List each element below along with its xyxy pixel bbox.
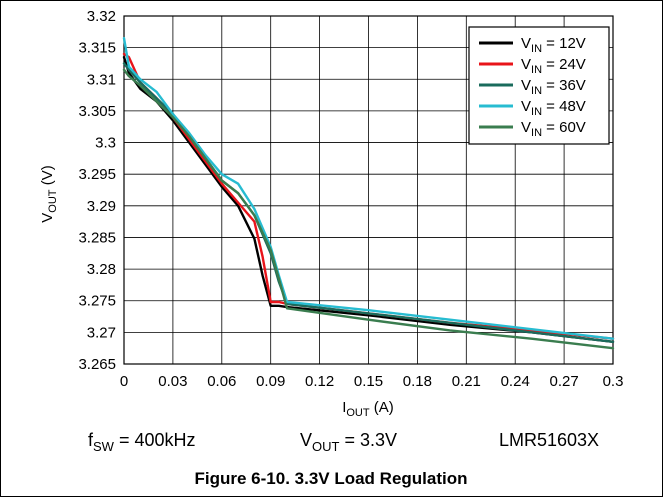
x-tick-label: 0.24 bbox=[501, 373, 530, 390]
y-tick-label: 3.275 bbox=[78, 293, 116, 310]
y-tick-label: 3.32 bbox=[87, 8, 116, 25]
legend-entry: VIN = 36V bbox=[521, 77, 586, 97]
x-tick-label: 0.21 bbox=[452, 373, 481, 390]
device-name: LMR51603X bbox=[499, 430, 599, 450]
series-layer bbox=[122, 36, 615, 350]
y-tick-label: 3.285 bbox=[78, 229, 116, 246]
x-axis-label: IOUT (A) bbox=[342, 399, 394, 419]
y-tick-label: 3.3 bbox=[95, 135, 116, 152]
x-tick-label: 0.3 bbox=[603, 373, 624, 390]
legend-entry: VIN = 48V bbox=[521, 98, 586, 118]
x-tick-label: 0.06 bbox=[207, 373, 236, 390]
condition-vout: VOUT = 3.3V bbox=[300, 430, 397, 454]
y-tick-label: 3.29 bbox=[87, 198, 116, 215]
y-tick-label: 3.28 bbox=[87, 261, 116, 278]
x-tick-label: 0.15 bbox=[354, 373, 383, 390]
legend-entry: VIN = 12V bbox=[521, 35, 586, 55]
x-tick-label: 0.03 bbox=[158, 373, 187, 390]
condition-fsw: fSW = 400kHz bbox=[88, 430, 196, 454]
x-tick-label: 0.18 bbox=[403, 373, 432, 390]
y-tick-label: 3.295 bbox=[78, 166, 116, 183]
x-tick-label: 0.12 bbox=[305, 373, 334, 390]
series-line-4 bbox=[122, 36, 615, 340]
y-tick-labels: 3.32 3.315 3.31 3.305 3.3 3.295 3.29 3.285 3.28 3… bbox=[78, 8, 116, 373]
figure-caption: Figure 6-10. 3.3V Load Regulation bbox=[195, 469, 468, 488]
legend-entry: VIN = 24V bbox=[521, 56, 586, 76]
plot-area-border bbox=[123, 15, 614, 365]
y-tick-label: 3.27 bbox=[87, 324, 116, 341]
legend-entry: VIN = 60V bbox=[521, 119, 586, 139]
y-tick-label: 3.305 bbox=[78, 103, 116, 120]
x-tick-label: 0 bbox=[120, 373, 128, 390]
y-tick-label: 3.315 bbox=[78, 40, 116, 57]
x-tick-labels: 0 0.03 0.06 0.09 0.12 0.15 0.18 0.21 0.24 0.27 0.3 bbox=[120, 373, 624, 390]
y-tick-label: 3.265 bbox=[78, 356, 116, 373]
x-tick-label: 0.09 bbox=[256, 373, 285, 390]
y-tick-label: 3.31 bbox=[87, 71, 116, 88]
x-tick-label: 0.27 bbox=[549, 373, 578, 390]
y-axis-label: VOUT (V) bbox=[39, 165, 59, 222]
series-line-5 bbox=[122, 68, 615, 350]
